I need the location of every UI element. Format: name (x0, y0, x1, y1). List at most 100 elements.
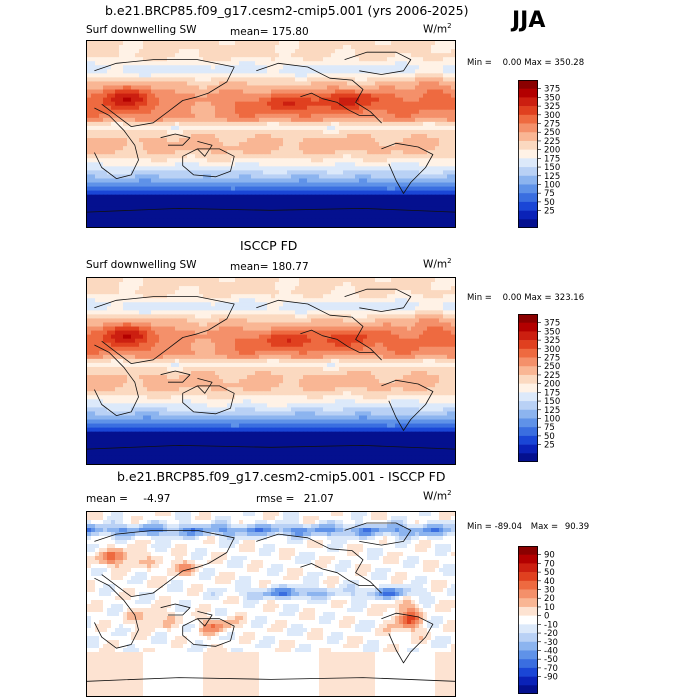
map-cell (171, 117, 176, 123)
map-cell (287, 89, 292, 94)
map-cell (391, 218, 396, 224)
map-cell (203, 218, 208, 224)
map-cell (307, 57, 312, 62)
map-cell (399, 218, 404, 224)
map-cell (435, 129, 440, 135)
map-cell (159, 170, 164, 175)
map-cell (191, 198, 196, 204)
map-cell (347, 174, 352, 179)
map-cell (431, 198, 436, 204)
map-cell (451, 158, 455, 163)
map-cell (195, 121, 200, 127)
map-cell (427, 218, 432, 224)
map-cell (259, 81, 264, 86)
map-cell (179, 129, 184, 135)
map-cell (119, 45, 124, 50)
map-cell (239, 290, 244, 295)
map-cell (303, 174, 308, 179)
map-cell (155, 170, 160, 175)
map-cell (123, 146, 128, 151)
map-cell (127, 154, 132, 159)
map-cell (295, 166, 300, 171)
map-cell (315, 138, 320, 143)
map-cell (255, 162, 260, 167)
map-cell (215, 49, 220, 54)
map-cell (123, 125, 128, 131)
map-cell (239, 61, 244, 66)
map-cell (267, 93, 272, 99)
map-cell (183, 121, 188, 127)
map-cell (107, 41, 112, 46)
map-cell (359, 57, 364, 62)
map-cell (111, 222, 116, 227)
map-cell (303, 298, 308, 303)
map-cell (379, 142, 384, 147)
map-cell (155, 286, 160, 291)
map-cell (123, 166, 128, 171)
map-cell (227, 89, 232, 94)
map-cell (379, 298, 384, 303)
map-cell (295, 294, 300, 299)
map-cell (411, 45, 416, 50)
map-cell (227, 186, 232, 192)
map-cell (299, 146, 304, 151)
panel2-units-exp: 2 (447, 257, 452, 265)
map-cell (403, 214, 408, 220)
map-cell (423, 121, 428, 127)
map-cell (379, 97, 384, 103)
map-cell (99, 105, 104, 111)
map-cell (243, 73, 248, 78)
map-cell (179, 198, 184, 204)
map-cell (263, 73, 268, 78)
map-cell (119, 142, 124, 147)
map-cell (327, 214, 332, 220)
map-cell (91, 142, 96, 147)
map-cell (319, 178, 324, 183)
map-cell (195, 186, 200, 192)
map-cell (323, 121, 328, 127)
map-cell (343, 210, 348, 216)
map-cell (291, 105, 296, 111)
map-cell (351, 214, 356, 220)
map-cell (331, 162, 336, 167)
map-cell (183, 182, 188, 187)
map-cell (135, 202, 140, 208)
map-cell (339, 142, 344, 147)
map-cell (123, 290, 128, 295)
map-cell (111, 101, 116, 107)
map-cell (419, 302, 424, 307)
map-cell (287, 150, 292, 155)
map-cell (231, 206, 236, 212)
map-cell (399, 73, 404, 78)
map-cell (263, 109, 268, 115)
map-cell (427, 61, 432, 66)
map-cell (227, 150, 232, 155)
map-cell (371, 178, 376, 183)
map-cell (403, 69, 408, 74)
map-cell (363, 105, 368, 111)
map-cell (215, 150, 220, 155)
map-cell (411, 286, 416, 291)
map-cell (239, 302, 244, 307)
map-cell (259, 214, 264, 220)
map-cell (311, 49, 316, 54)
map-cell (447, 61, 452, 66)
map-cell (91, 186, 96, 192)
map-cell (255, 41, 260, 46)
map-cell (435, 202, 440, 208)
map-cell (123, 218, 128, 224)
map-cell (123, 210, 128, 216)
map-cell (371, 278, 376, 283)
map-cell (219, 73, 224, 78)
map-cell (139, 81, 144, 86)
map-cell (363, 146, 368, 151)
map-cell (295, 190, 300, 196)
map-cell (203, 194, 208, 200)
map-cell (375, 278, 380, 283)
map-cell (279, 129, 284, 135)
map-cell (427, 206, 432, 212)
map-cell (131, 53, 136, 58)
map-cell (131, 45, 136, 50)
map-cell (263, 222, 268, 227)
map-cell (431, 93, 436, 99)
